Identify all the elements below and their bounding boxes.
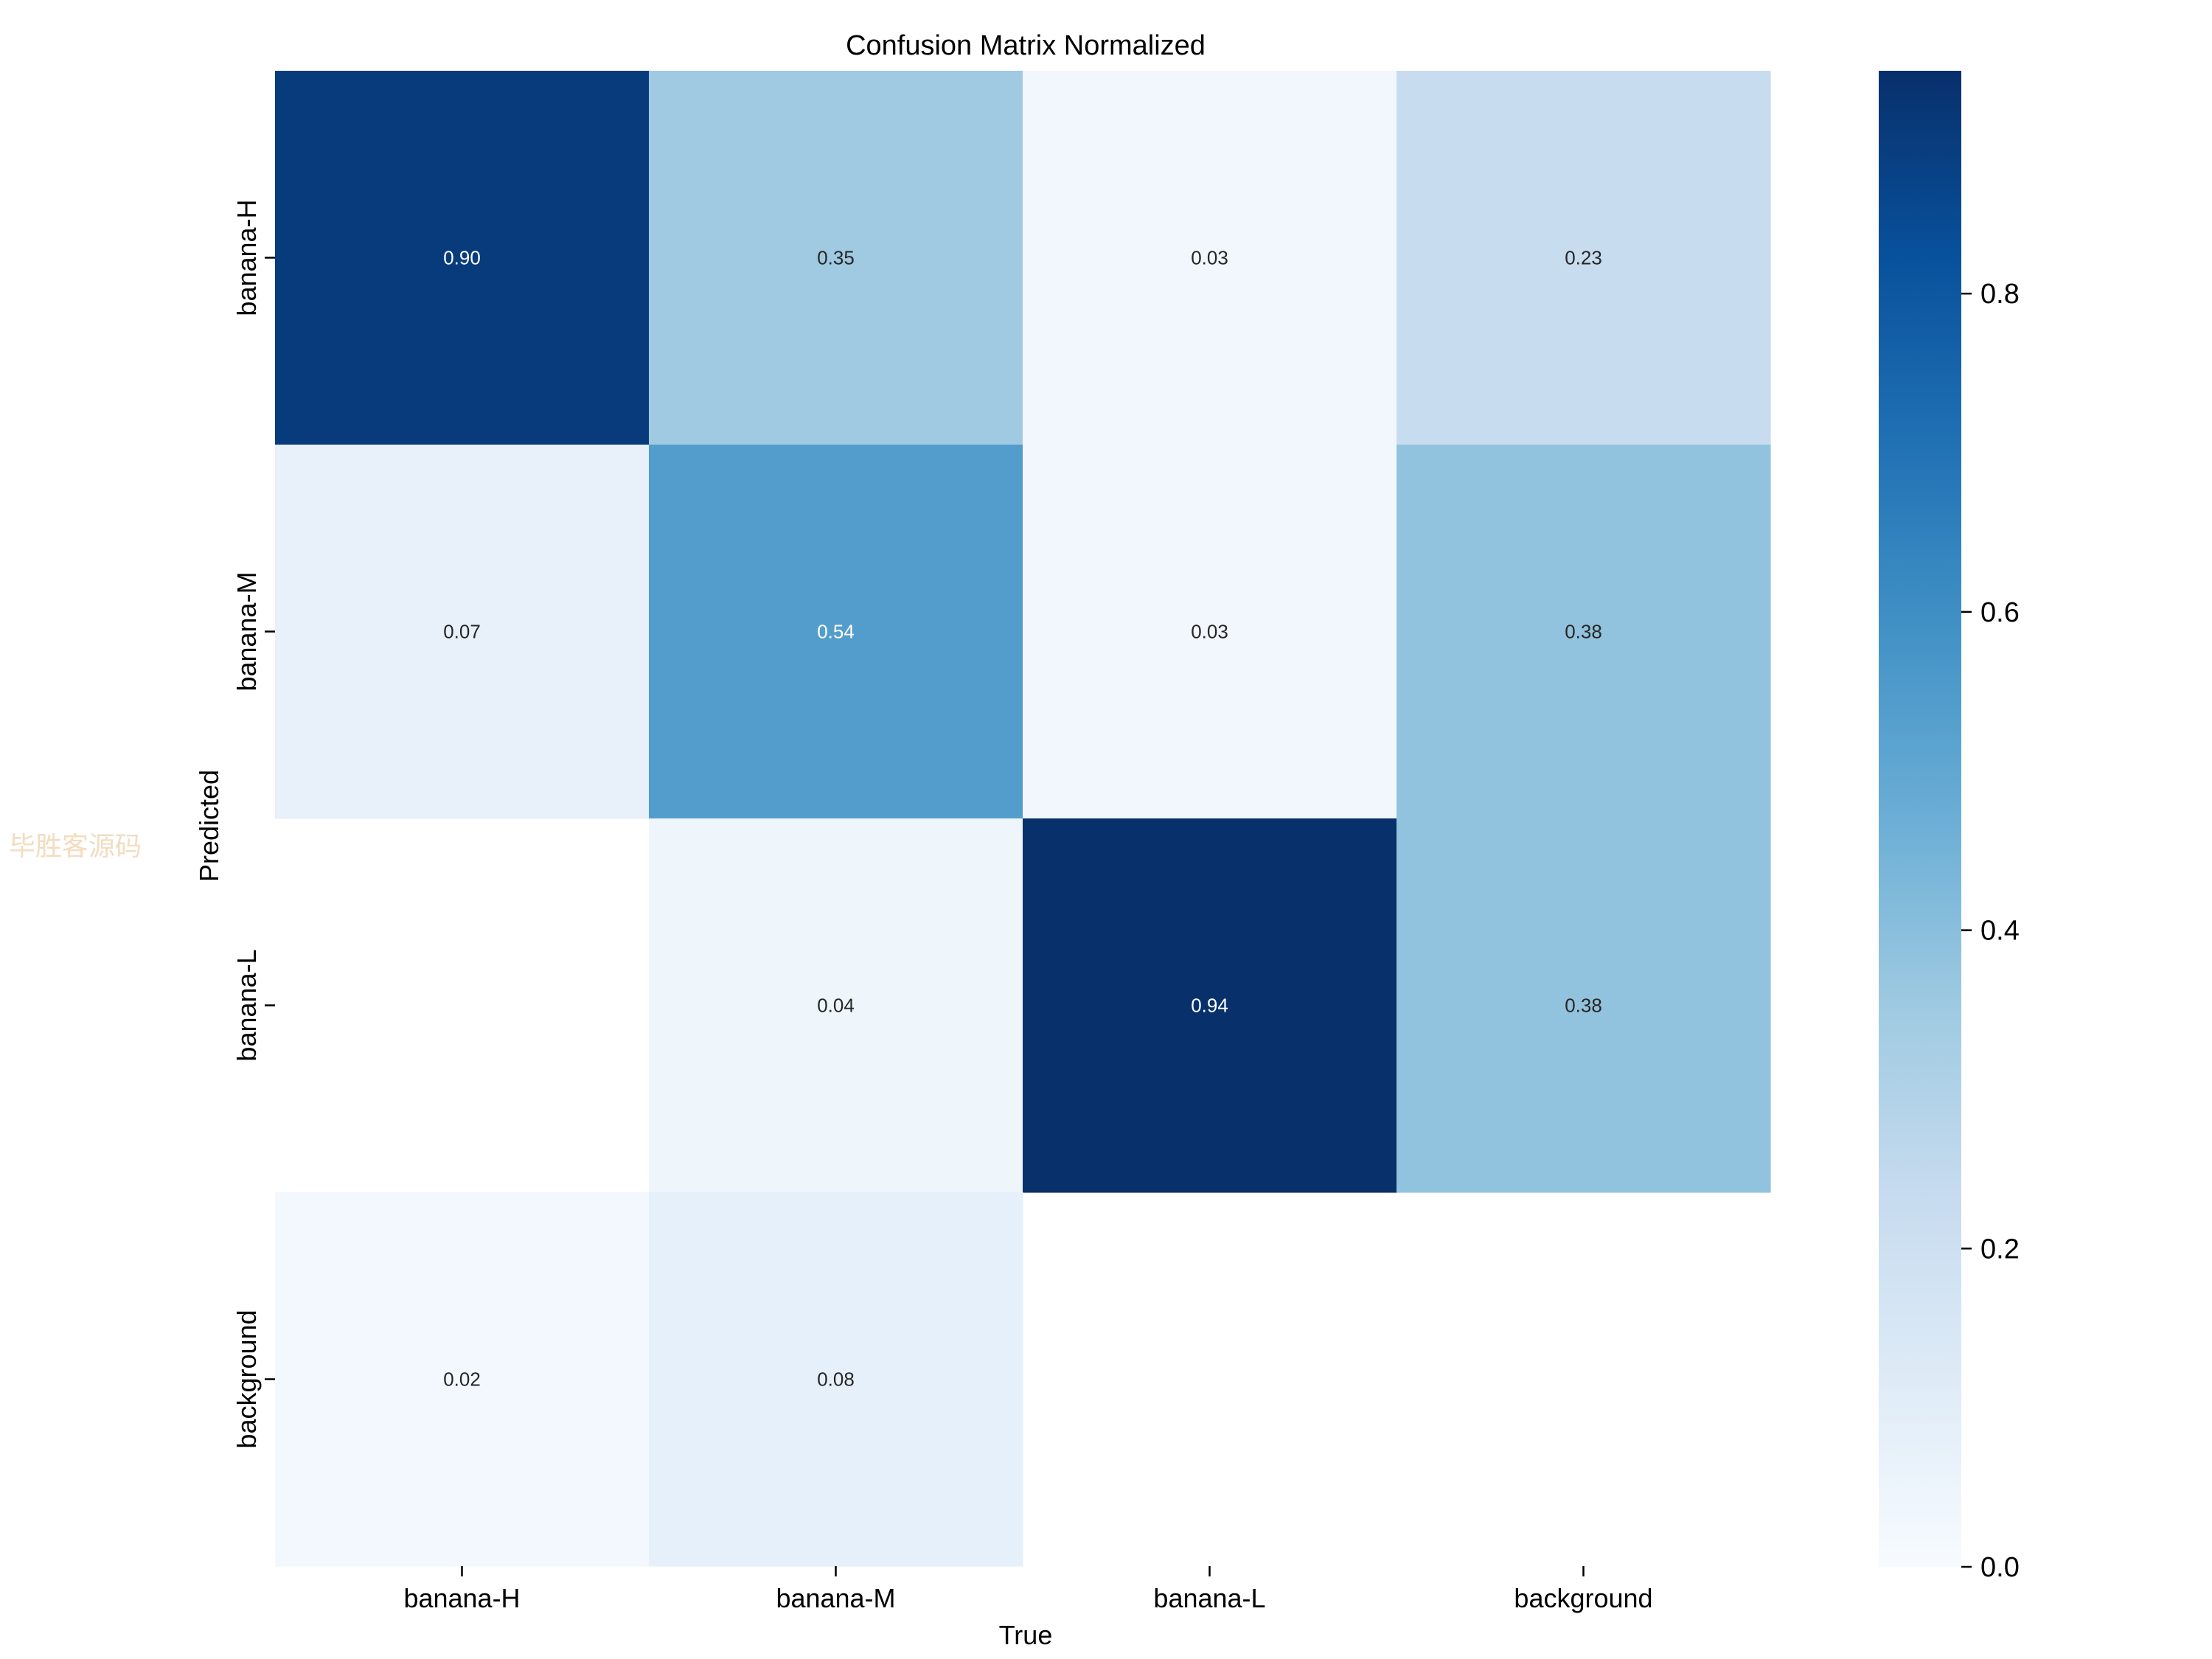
cell-value-label: 0.03 — [1191, 247, 1228, 269]
y-tick-label: background — [232, 1310, 262, 1448]
cell-value-label: 0.35 — [817, 247, 855, 269]
heatmap-cell-labels: 0.90 0.35 0.03 0.23 0.07 0.54 0.03 0.38 0.04 0.94… — [443, 247, 1602, 1391]
x-tick-label: background — [1514, 1583, 1652, 1613]
cell-value-label: 0.07 — [443, 621, 481, 643]
colorbar-tick-label: 0.4 — [1980, 916, 2020, 947]
colorbar-tick-label: 0.8 — [1980, 279, 2020, 310]
colorbar-tick-label: 0.2 — [1980, 1234, 2020, 1265]
x-tick-label: banana-L — [1153, 1583, 1265, 1613]
cell-value-label: 0.38 — [1565, 995, 1602, 1017]
heatmap-cell-r3-c0 — [275, 1192, 650, 1567]
y-tick-label: banana-L — [232, 949, 262, 1061]
heatmap-cell-r2-c1 — [649, 818, 1023, 1193]
cell-value-label: 0.08 — [817, 1368, 855, 1391]
heatmap-cell-r0-c1 — [649, 71, 1023, 445]
heatmap-cell-r0-c2 — [1023, 71, 1397, 445]
heatmap-cell-r1-c1 — [649, 445, 1023, 819]
y-axis-ticks: banana-H banana-M banana-L background — [232, 199, 275, 1449]
colorbar-tick-label: 0.0 — [1980, 1552, 2020, 1583]
y-tick-label: banana-H — [232, 199, 262, 316]
colorbar — [1879, 71, 1961, 1567]
x-tick-label: banana-M — [776, 1583, 895, 1613]
heatmap-cell-r1-c3 — [1397, 445, 1771, 819]
cell-value-label: 0.23 — [1565, 247, 1602, 269]
heatmap-cell-r1-c0 — [275, 445, 650, 819]
cell-value-label: 0.54 — [817, 621, 855, 643]
heatmap-cell-r0-c3 — [1397, 71, 1771, 445]
watermark-text: 毕胜客源码 — [9, 832, 142, 862]
heatmap-cell-r0-c0 — [275, 71, 650, 445]
heatmap-cell-r2-c3 — [1397, 818, 1771, 1193]
cell-value-label: 0.38 — [1565, 621, 1602, 643]
heatmap-cell-r3-c1 — [649, 1192, 1023, 1567]
heatmap-cell-r1-c2 — [1023, 445, 1397, 819]
heatmap-cells — [275, 71, 1771, 1567]
cell-value-label: 0.94 — [1191, 995, 1228, 1017]
x-axis-ticks: banana-H banana-M banana-L background — [403, 1566, 1653, 1613]
cell-value-label: 0.90 — [443, 247, 481, 269]
x-axis-label: True — [999, 1620, 1053, 1650]
chart-title: Confusion Matrix Normalized — [846, 30, 1206, 61]
heatmap-cell-r2-c2 — [1023, 818, 1397, 1193]
colorbar-tick-label: 0.6 — [1980, 597, 2020, 628]
colorbar-ticks: 0.0 0.2 0.4 0.6 0.8 — [1961, 279, 2020, 1583]
y-axis-label: Predicted — [194, 770, 224, 882]
cell-value-label: 0.02 — [443, 1368, 481, 1391]
x-tick-label: banana-H — [403, 1583, 520, 1613]
cell-value-label: 0.03 — [1191, 621, 1228, 643]
cell-value-label: 0.04 — [817, 995, 855, 1017]
y-tick-label: banana-M — [232, 571, 262, 691]
